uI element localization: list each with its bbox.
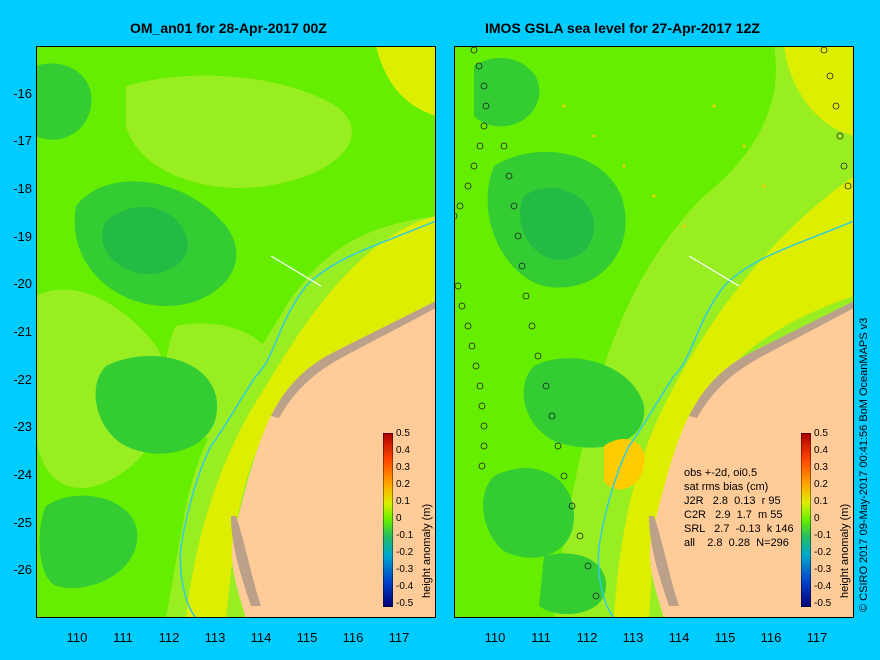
right-map-yellow-band bbox=[614, 176, 854, 618]
right-map bbox=[454, 46, 854, 618]
lon-tick: 117 bbox=[806, 630, 828, 645]
colorbar-tick: 0.4 bbox=[814, 445, 828, 456]
left-map-frame bbox=[36, 46, 436, 618]
colorbar-tick: 0 bbox=[396, 513, 402, 524]
credit-text: © CSIRO 2017 09-May-2017 00:41:56 BoM Oc… bbox=[858, 317, 870, 612]
lat-tick: -18 bbox=[13, 181, 32, 196]
lat-tick: -24 bbox=[13, 467, 32, 482]
lon-tick: 114 bbox=[668, 630, 690, 645]
lon-tick: 111 bbox=[531, 630, 551, 645]
colorbar-tick: 0.5 bbox=[814, 428, 828, 439]
lon-tick: 113 bbox=[622, 630, 644, 645]
lat-tick: -17 bbox=[13, 133, 32, 148]
colorbar-tick: 0.2 bbox=[814, 479, 828, 490]
colorbar-tick: -0.1 bbox=[396, 530, 414, 541]
lon-tick: 111 bbox=[113, 630, 133, 645]
right-map-frame bbox=[454, 46, 854, 618]
left-map-yellow-band bbox=[186, 216, 436, 618]
stats-line: sat rms bias (cm) bbox=[684, 481, 769, 493]
left-map bbox=[36, 46, 436, 618]
left-map-coast-rock bbox=[271, 301, 436, 418]
left-map-isobath bbox=[179, 220, 436, 618]
right-map-yellow-top bbox=[784, 46, 854, 136]
lat-tick: -22 bbox=[13, 372, 32, 387]
stats-box: obs +-2d, oi0.5 sat rms bias (cm) J2R 2.8 … bbox=[684, 466, 794, 550]
colorbar-tick: -0.5 bbox=[814, 598, 832, 609]
right-panel-title: IMOS GSLA sea level for 27-Apr-2017 12Z bbox=[485, 20, 760, 36]
right-map-coast-rock bbox=[689, 301, 854, 418]
lat-tick: -16 bbox=[13, 86, 32, 101]
right-map-eddy-2 bbox=[523, 358, 645, 448]
colorbar-tick: -0.1 bbox=[814, 530, 832, 541]
colorbar-tick: -0.4 bbox=[396, 581, 414, 592]
lon-tick: 115 bbox=[714, 630, 736, 645]
right-map-track-3 bbox=[500, 142, 600, 600]
colorbar-tick: 0.3 bbox=[814, 462, 828, 473]
lon-tick: 112 bbox=[158, 630, 180, 645]
colorbar-tick: -0.4 bbox=[814, 581, 832, 592]
right-colorbar-title: height anomaly (m) bbox=[839, 503, 851, 598]
stats-line: obs +-2d, oi0.5 bbox=[684, 467, 758, 479]
right-map-peninsula bbox=[649, 516, 679, 606]
right-map-eddy-4 bbox=[474, 57, 540, 127]
colorbar-tick: -0.2 bbox=[396, 547, 414, 558]
colorbar-tick: -0.3 bbox=[814, 564, 832, 575]
left-map-peninsula bbox=[231, 516, 261, 606]
lat-tick: -25 bbox=[13, 515, 32, 530]
left-map-eddy-2 bbox=[95, 356, 218, 454]
lon-tick: 115 bbox=[296, 630, 318, 645]
right-map-eddy-1-core bbox=[520, 187, 594, 260]
right-map-transect bbox=[688, 255, 740, 287]
right-map-track-1 bbox=[454, 46, 490, 220]
left-colorbar-title: height anomaly (m) bbox=[421, 503, 433, 598]
left-map-eddy-1-core bbox=[102, 206, 188, 275]
left-map-transect bbox=[270, 255, 322, 287]
left-panel-title: OM_an01 for 28-Apr-2017 00Z bbox=[130, 20, 327, 36]
lon-tick: 113 bbox=[204, 630, 226, 645]
left-map-light-patch-1 bbox=[126, 75, 352, 188]
lon-tick: 116 bbox=[342, 630, 364, 645]
stats-line: all 2.8 0.28 N=296 bbox=[684, 537, 789, 549]
lat-tick: -26 bbox=[13, 562, 32, 577]
colorbar-tick: -0.3 bbox=[396, 564, 414, 575]
stats-line: C2R 2.9 1.7 m 55 bbox=[684, 509, 783, 521]
lon-tick: 110 bbox=[66, 630, 88, 645]
colorbar-tick: -0.2 bbox=[814, 547, 832, 558]
colorbar-tick: 0.5 bbox=[396, 428, 410, 439]
colorbar-tick: 0.1 bbox=[396, 496, 410, 507]
colorbar-tick: -0.5 bbox=[396, 598, 414, 609]
colorbar-tick: 0.2 bbox=[396, 479, 410, 490]
lon-tick: 110 bbox=[484, 630, 506, 645]
left-map-yellow-top bbox=[376, 46, 436, 116]
right-colorbar bbox=[801, 433, 811, 607]
left-map-eddy-4 bbox=[36, 63, 92, 140]
stats-line: J2R 2.8 0.13 r 95 bbox=[684, 495, 781, 507]
lon-tick: 116 bbox=[760, 630, 782, 645]
lon-tick: 112 bbox=[576, 630, 598, 645]
right-map-obs-dots bbox=[562, 104, 766, 228]
lon-tick: 117 bbox=[388, 630, 410, 645]
lon-tick: 114 bbox=[250, 630, 272, 645]
lat-tick: -20 bbox=[13, 276, 32, 291]
colorbar-tick: 0.3 bbox=[396, 462, 410, 473]
right-map-orange-patch bbox=[604, 438, 645, 490]
left-map-eddy-3 bbox=[39, 495, 138, 588]
lat-tick: -23 bbox=[13, 419, 32, 434]
right-map-eddy-3 bbox=[483, 468, 574, 558]
colorbar-tick: 0.1 bbox=[814, 496, 828, 507]
stats-line: SRL 2.7 -0.13 k 146 bbox=[684, 523, 794, 535]
right-map-isobath bbox=[597, 220, 854, 618]
colorbar-tick: 0.4 bbox=[396, 445, 410, 456]
lat-tick: -21 bbox=[13, 324, 32, 339]
lat-tick: -19 bbox=[13, 229, 32, 244]
colorbar-tick: 0 bbox=[814, 513, 820, 524]
left-colorbar bbox=[383, 433, 393, 607]
